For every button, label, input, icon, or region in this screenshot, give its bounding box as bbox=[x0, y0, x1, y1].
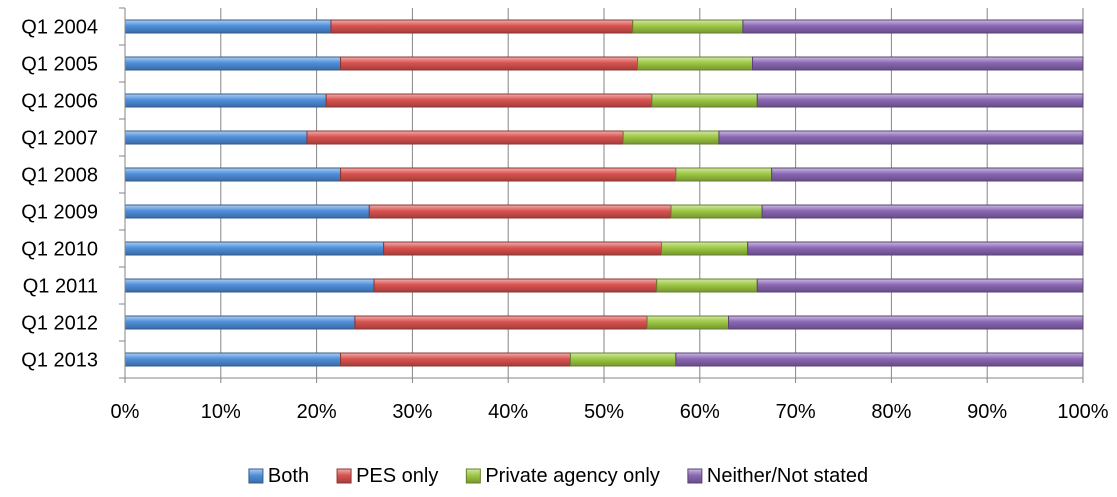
x-tick-label: 40% bbox=[488, 401, 528, 423]
legend-swatch bbox=[466, 469, 480, 483]
x-tick-label: 100% bbox=[1057, 401, 1108, 423]
bar-segment-both bbox=[125, 205, 369, 218]
x-tick-label: 10% bbox=[201, 401, 241, 423]
bar-segment-neither-not-stated bbox=[729, 316, 1083, 329]
bar-segment-private-agency-only bbox=[661, 242, 747, 255]
x-tick-label: 80% bbox=[871, 401, 911, 423]
bar-segment-pes-only bbox=[341, 57, 638, 70]
bar-segment-neither-not-stated bbox=[762, 205, 1083, 218]
x-tick-label: 0% bbox=[111, 401, 140, 423]
bar-segment-neither-not-stated bbox=[748, 242, 1083, 255]
legend-label: Private agency only bbox=[485, 465, 660, 487]
bar-segment-private-agency-only bbox=[638, 57, 753, 70]
legend-item: Private agency only bbox=[466, 465, 660, 487]
bar-segment-both bbox=[125, 20, 331, 33]
y-category-label: Q1 2008 bbox=[21, 165, 98, 187]
bar-segment-both bbox=[125, 353, 341, 366]
bar-segment-neither-not-stated bbox=[772, 168, 1083, 181]
y-category-label: Q1 2005 bbox=[21, 54, 98, 76]
legend-label: PES only bbox=[356, 465, 438, 487]
bar-segment-neither-not-stated bbox=[757, 94, 1083, 107]
legend-swatch bbox=[688, 469, 702, 483]
x-tick-label: 60% bbox=[680, 401, 720, 423]
legend-item: PES only bbox=[337, 465, 438, 487]
x-tick-label: 20% bbox=[297, 401, 337, 423]
bar-segment-private-agency-only bbox=[570, 353, 675, 366]
y-category-label: Q1 2013 bbox=[21, 350, 98, 372]
bar-segment-both bbox=[125, 168, 341, 181]
bar-segment-pes-only bbox=[331, 20, 633, 33]
bar-segment-private-agency-only bbox=[633, 20, 743, 33]
bar-segment-pes-only bbox=[384, 242, 662, 255]
bar-segment-pes-only bbox=[369, 205, 671, 218]
legend: Both PES only Private agency only Neither/N… bbox=[249, 465, 868, 487]
bar-segment-neither-not-stated bbox=[743, 20, 1083, 33]
bar-segment-both bbox=[125, 131, 307, 144]
legend-item: Both bbox=[249, 465, 309, 487]
bar-segment-neither-not-stated bbox=[752, 57, 1083, 70]
bar-segment-private-agency-only bbox=[671, 205, 762, 218]
y-category-label: Q1 2011 bbox=[23, 276, 98, 298]
bar-segment-neither-not-stated bbox=[757, 279, 1083, 292]
x-tick-label: 70% bbox=[776, 401, 816, 423]
bar-segment-private-agency-only bbox=[647, 316, 728, 329]
bar-segment-pes-only bbox=[355, 316, 647, 329]
bar-segment-pes-only bbox=[307, 131, 623, 144]
bar-segment-both bbox=[125, 316, 355, 329]
y-category-label: Q1 2009 bbox=[21, 202, 98, 224]
bar-segment-pes-only bbox=[341, 353, 571, 366]
legend-item: Neither/Not stated bbox=[688, 465, 868, 487]
bar-segment-pes-only bbox=[341, 168, 676, 181]
y-category-label: Q1 2010 bbox=[21, 239, 98, 261]
bar-segment-private-agency-only bbox=[657, 279, 758, 292]
x-tick-label: 90% bbox=[967, 401, 1007, 423]
bar-segment-private-agency-only bbox=[676, 168, 772, 181]
bar-segment-neither-not-stated bbox=[676, 353, 1083, 366]
y-category-label: Q1 2004 bbox=[21, 17, 98, 39]
bar-segment-private-agency-only bbox=[623, 131, 719, 144]
bar-segment-neither-not-stated bbox=[719, 131, 1083, 144]
legend-label: Neither/Not stated bbox=[707, 465, 868, 487]
legend-swatch bbox=[337, 469, 351, 483]
legend-label: Both bbox=[268, 465, 309, 487]
y-category-label: Q1 2012 bbox=[21, 313, 98, 335]
x-tick-label: 30% bbox=[392, 401, 432, 423]
y-category-label: Q1 2006 bbox=[21, 91, 98, 113]
bar-segment-pes-only bbox=[374, 279, 657, 292]
bar-segment-both bbox=[125, 57, 341, 70]
legend-swatch bbox=[249, 469, 263, 483]
bar-segment-both bbox=[125, 94, 326, 107]
x-tick-label: 50% bbox=[584, 401, 624, 423]
bar-segment-private-agency-only bbox=[652, 94, 757, 107]
bar-segment-pes-only bbox=[326, 94, 652, 107]
bar-segment-both bbox=[125, 242, 384, 255]
bar-segment-both bbox=[125, 279, 374, 292]
y-category-label: Q1 2007 bbox=[21, 128, 98, 150]
